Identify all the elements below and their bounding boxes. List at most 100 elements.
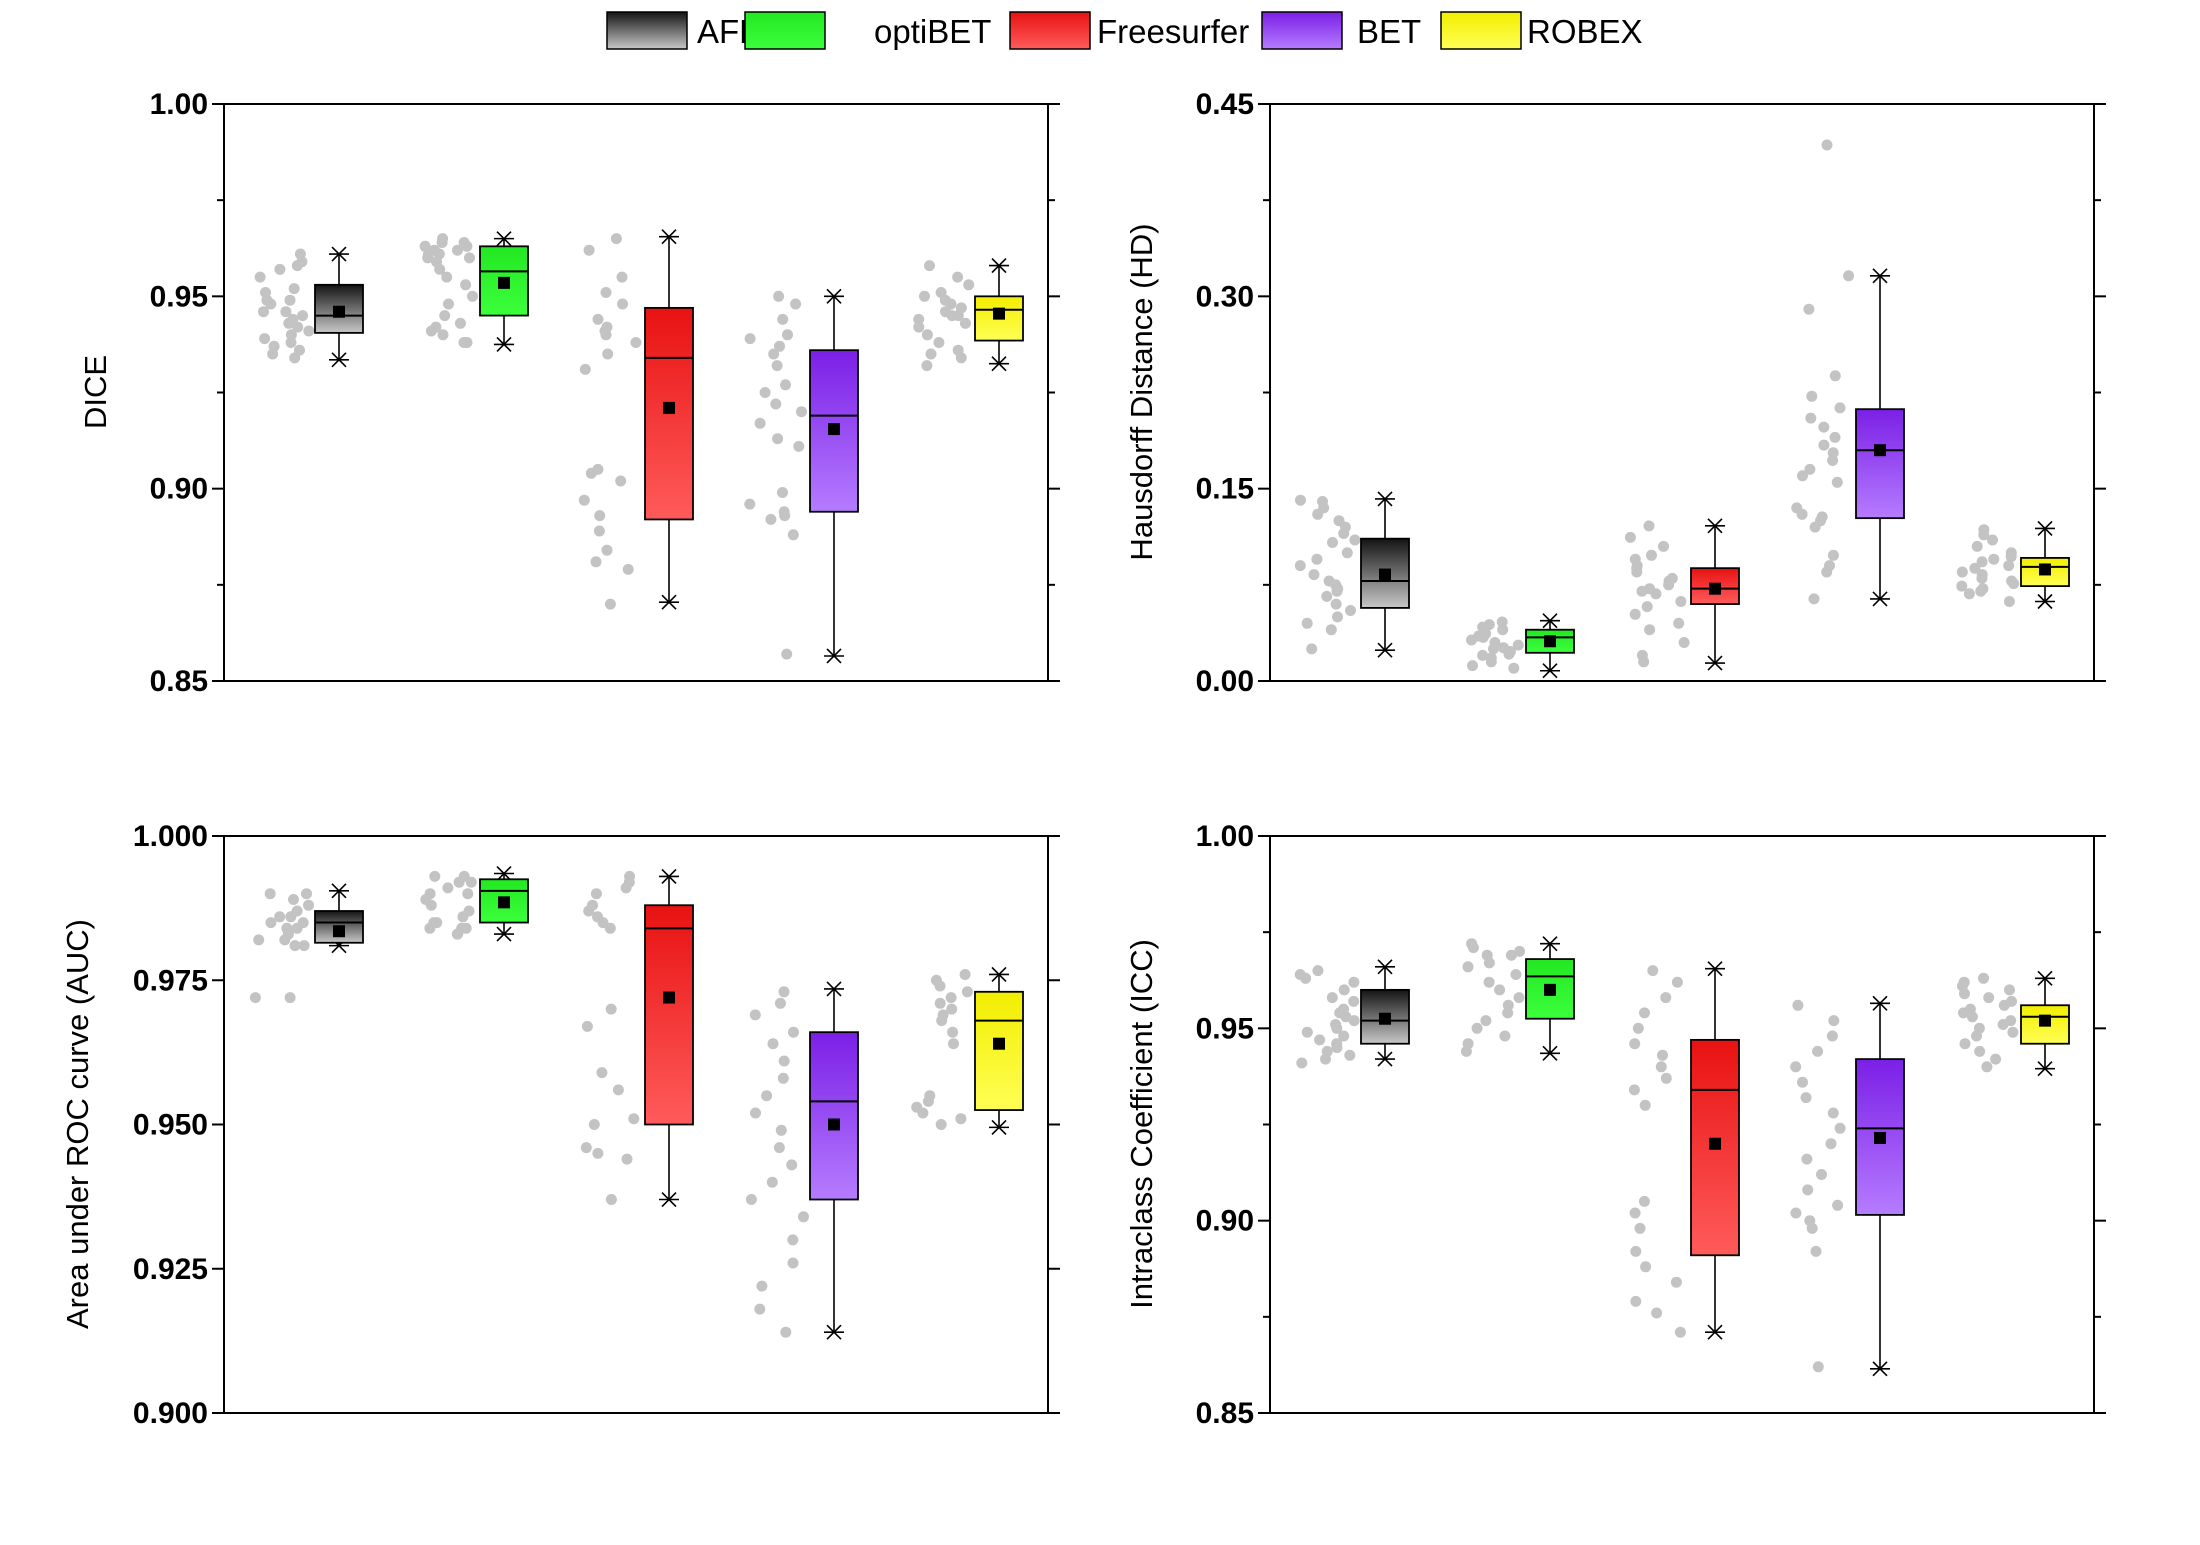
data-point (782, 329, 793, 341)
legend-label-optibet: optiBET (874, 13, 991, 50)
data-point (437, 329, 449, 341)
data-point (1340, 1011, 1352, 1023)
data-point (1657, 1049, 1668, 1061)
data-point (616, 271, 628, 283)
data-point (933, 337, 945, 348)
data-point (777, 487, 788, 498)
data-point (1829, 370, 1841, 382)
data-point (1826, 1030, 1838, 1042)
data-point (780, 379, 791, 391)
data-point (1505, 949, 1517, 961)
data-point (1502, 1007, 1514, 1019)
data-point (2003, 560, 2015, 572)
data-point (754, 417, 766, 429)
whisker-end-marker (826, 648, 842, 664)
mean-marker (993, 307, 1005, 320)
data-point (774, 997, 786, 1009)
data-point (1321, 590, 1333, 602)
data-point (1636, 585, 1648, 597)
data-point (452, 244, 463, 256)
data-point (621, 1153, 633, 1165)
data-point (1301, 1026, 1313, 1038)
data-point (1818, 439, 1830, 451)
whisker-end-marker (661, 229, 677, 245)
data-point (604, 598, 616, 610)
data-point (1959, 1038, 1971, 1050)
data-point (460, 279, 472, 291)
data-point (750, 1107, 761, 1119)
data-point (1628, 1084, 1640, 1096)
series-optibet (1466, 613, 1575, 679)
panel-icc: 0.85 0.90 0.95 1.00 Intraclass Coefficient (… (1124, 820, 2106, 1430)
data-point (592, 313, 604, 325)
data-point (765, 513, 777, 525)
data-point (1660, 1072, 1672, 1084)
data-point (288, 283, 300, 295)
box-bet (1855, 408, 1905, 520)
data-point (458, 237, 470, 248)
data-point (947, 1026, 959, 1038)
data-point (777, 313, 789, 325)
data-point (2007, 1026, 2019, 1038)
data-point (442, 882, 454, 894)
data-point (288, 894, 299, 905)
series-robex (911, 966, 1024, 1135)
y-tick-label: 0.95 (1196, 1012, 1254, 1045)
data-point (781, 648, 793, 660)
data-point (1812, 1361, 1824, 1373)
series-freesurfer (578, 229, 694, 610)
y-tick-label: 0.900 (133, 1397, 208, 1430)
data-point (913, 321, 925, 333)
y-axis-title: Area under ROC curve (AUC) (60, 919, 95, 1329)
plot-frame (223, 103, 1049, 682)
data-point (280, 306, 292, 318)
series-freesurfer (580, 868, 694, 1208)
data-point (1630, 1245, 1642, 1257)
data-point (1975, 585, 1987, 597)
data-point (596, 1067, 608, 1079)
data-point (1344, 1049, 1356, 1061)
data-point (259, 333, 271, 345)
y-tick-label: 0.925 (133, 1253, 208, 1286)
data-point (1632, 1022, 1644, 1034)
data-point (917, 1107, 929, 1119)
data-point (425, 899, 437, 911)
data-point (1670, 1276, 1682, 1288)
data-point (289, 940, 301, 952)
data-point (771, 360, 783, 372)
data-point (1338, 528, 1350, 539)
data-point (934, 980, 946, 992)
whisker-end-marker (496, 336, 512, 352)
y-tick-label: 0.85 (1196, 1397, 1254, 1430)
data-point (1338, 984, 1350, 996)
data-point (1483, 976, 1495, 988)
data-point (2004, 984, 2015, 996)
data-point (419, 240, 431, 252)
data-point (744, 498, 756, 510)
data-point (1963, 588, 1975, 600)
data-point (258, 306, 269, 318)
data-point (605, 1003, 617, 1015)
data-point (1651, 1307, 1663, 1319)
data-point (1660, 992, 1672, 1004)
data-point (1306, 643, 1318, 655)
whisker-end-marker (991, 966, 1007, 983)
data-point (1828, 1015, 1840, 1027)
data-point (778, 986, 790, 998)
whisker-end-marker (1872, 1361, 1888, 1377)
data-point (777, 1072, 789, 1084)
data-point (1345, 605, 1356, 616)
data-point (1460, 1045, 1472, 1057)
data-point (604, 922, 616, 934)
data-point (285, 337, 297, 348)
data-point (588, 1119, 600, 1130)
data-point (441, 271, 453, 283)
plot-frame (1269, 835, 2095, 1414)
data-point (254, 271, 266, 283)
series-freesurfer (1624, 518, 1740, 671)
data-point (1640, 1261, 1652, 1273)
whisker-end-marker (331, 883, 347, 899)
whisker-end-marker (1542, 613, 1558, 629)
data-point (1674, 1326, 1686, 1338)
box-afni (314, 283, 364, 334)
